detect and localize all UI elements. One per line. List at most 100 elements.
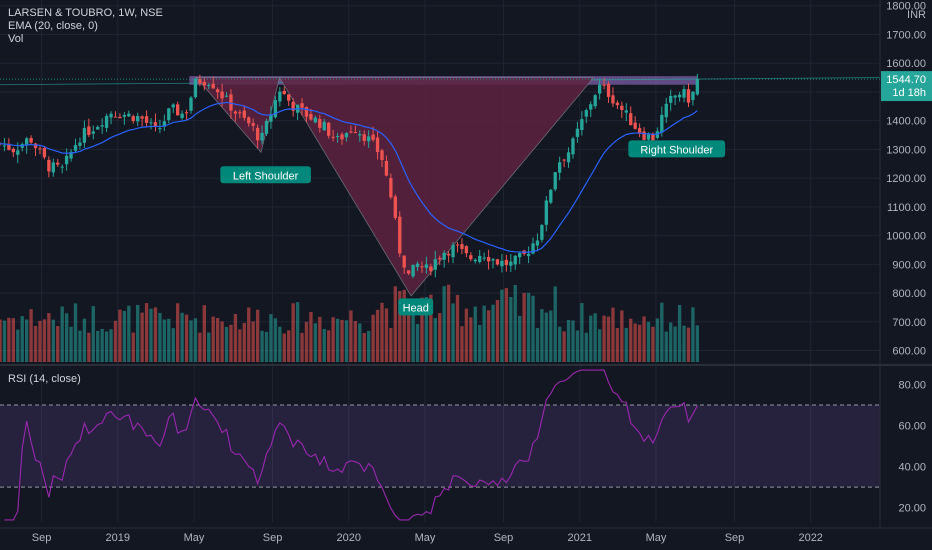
volume-bar	[127, 305, 131, 362]
candle-body	[233, 111, 238, 114]
candle-body	[353, 132, 358, 134]
candle-body	[198, 79, 202, 84]
candle-body	[220, 91, 224, 99]
volume-bar	[655, 318, 660, 362]
volume-bar	[411, 303, 415, 362]
volume-bar	[611, 307, 615, 362]
candle-body	[2, 145, 7, 147]
volume-bar	[677, 304, 682, 362]
candle-body	[691, 91, 695, 101]
candle-body	[633, 122, 637, 129]
pattern-label-text: Right Shoulder	[640, 144, 713, 156]
symbol-title[interactable]: LARSEN & TOUBRO, 1W, NSE	[8, 7, 163, 19]
volume-bar	[287, 330, 291, 362]
candle-body	[73, 145, 78, 151]
volume-bar	[509, 296, 513, 362]
candle-body	[264, 120, 269, 134]
volume-bar	[180, 312, 184, 362]
volume-bar	[375, 309, 380, 362]
volume-bar	[557, 326, 562, 362]
price-tick-label: 800.00	[892, 288, 926, 300]
volume-bar	[438, 313, 442, 362]
volume-bar	[60, 306, 64, 362]
volume-bar	[442, 286, 446, 362]
candle-body	[176, 104, 180, 116]
candle-body	[411, 264, 415, 277]
volume-bar	[540, 309, 544, 362]
volume-bar	[562, 331, 566, 362]
volume-bar	[473, 306, 477, 362]
volume-bar	[69, 326, 73, 362]
volume-bar	[597, 329, 602, 362]
candle-body	[500, 260, 504, 267]
candle-body	[380, 150, 384, 161]
volume-bar	[171, 328, 175, 362]
volume-bar	[353, 320, 358, 362]
volume-bar	[242, 322, 246, 362]
volume-bar	[620, 310, 624, 362]
volume-bar	[131, 332, 135, 362]
volume-legend[interactable]: Vol	[8, 33, 24, 45]
price-tick-label: 700.00	[892, 317, 926, 329]
candle-body	[620, 105, 624, 110]
candle-body	[384, 160, 389, 176]
volume-bar	[16, 329, 20, 362]
candle-body	[464, 246, 469, 254]
candle-body	[677, 94, 682, 98]
rsi-line	[4, 369, 698, 521]
volume-bar	[140, 312, 144, 362]
candle-body	[646, 134, 651, 140]
candle-body	[362, 134, 366, 141]
candle-body	[375, 137, 380, 153]
volume-bar	[673, 326, 677, 362]
last-price-tag	[881, 71, 932, 102]
currency-label: INR	[907, 9, 926, 21]
volume-bar	[247, 307, 251, 362]
candle-body	[562, 159, 566, 161]
volume-bar	[389, 327, 393, 362]
candle-body	[322, 121, 326, 131]
volume-bar	[255, 309, 260, 362]
pattern-label-text: Left Shoulder	[233, 170, 299, 182]
volume-bar	[344, 320, 349, 362]
candle-body	[371, 134, 375, 140]
candle-body	[327, 122, 331, 136]
volume-bar	[207, 332, 211, 362]
candle-body	[153, 122, 158, 126]
bar-countdown: 1d 18h	[892, 87, 926, 99]
volume-bar	[486, 310, 491, 362]
ema-legend[interactable]: EMA (20, close, 0)	[8, 20, 98, 32]
volume-bar	[340, 319, 344, 362]
candle-body	[287, 94, 291, 101]
candle-body	[398, 216, 402, 254]
price-tick-label: 1400.00	[886, 116, 926, 128]
rsi-legend[interactable]: RSI (14, close)	[8, 373, 81, 385]
candle-body	[140, 116, 144, 119]
candle-body	[566, 152, 571, 163]
candle-body	[478, 255, 482, 263]
candle-body	[491, 259, 495, 261]
candle-body	[557, 162, 562, 173]
candle-body	[433, 259, 437, 270]
candle-body	[96, 126, 100, 130]
volume-bar	[535, 327, 540, 362]
volume-bar	[513, 285, 517, 362]
volume-bar	[406, 315, 411, 362]
candle-body	[402, 255, 406, 268]
candle-body	[229, 94, 233, 111]
volume-bar	[149, 308, 153, 362]
candle-body	[673, 95, 677, 98]
volume-bar	[278, 326, 282, 362]
candle-body	[651, 133, 655, 141]
volume-bar	[482, 305, 486, 362]
candle-body	[420, 266, 424, 268]
candle-body	[575, 128, 580, 137]
candle-body	[189, 97, 193, 111]
candle-body	[149, 122, 153, 124]
volume-bar	[91, 306, 95, 362]
pattern-label-bg	[628, 140, 726, 158]
candle-body	[158, 128, 162, 130]
volume-bar	[264, 331, 269, 362]
candle-body	[38, 148, 42, 150]
